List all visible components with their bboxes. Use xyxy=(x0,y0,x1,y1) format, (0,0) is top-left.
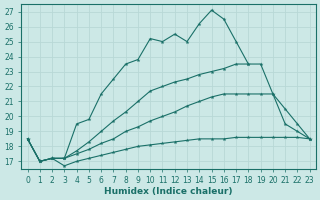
X-axis label: Humidex (Indice chaleur): Humidex (Indice chaleur) xyxy=(104,187,233,196)
